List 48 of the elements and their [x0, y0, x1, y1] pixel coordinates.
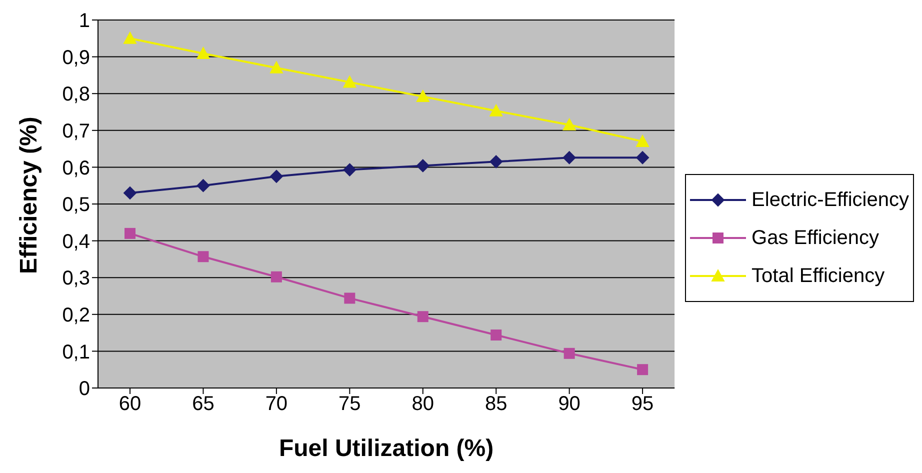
point — [124, 32, 136, 44]
legend-label: Gas Efficiency — [752, 226, 880, 250]
point — [636, 134, 650, 147]
point — [270, 170, 283, 183]
x-tick-label: 60 — [118, 393, 142, 416]
point — [270, 271, 282, 282]
legend-label: Electric-Efficiency — [752, 188, 909, 212]
point — [637, 364, 648, 376]
point — [124, 186, 136, 200]
point — [344, 292, 356, 304]
x-tick-label: 75 — [338, 393, 361, 416]
y-tick-label: 0,7 — [62, 120, 90, 142]
point — [490, 330, 502, 341]
y-tick-label: 0,5 — [62, 194, 90, 216]
point — [343, 163, 356, 176]
point — [198, 251, 209, 262]
point — [196, 179, 210, 192]
point — [270, 61, 283, 74]
point — [416, 90, 430, 102]
x-tick-label: 65 — [192, 393, 214, 416]
x-tick-label: 80 — [412, 393, 434, 416]
x-axis-title: Fuel Utilization (%) — [278, 435, 494, 462]
y-tick-label: 0,9 — [62, 46, 90, 69]
point — [636, 151, 650, 164]
point — [124, 228, 136, 239]
point — [490, 104, 503, 116]
y-tick-label: 0,1 — [62, 341, 90, 364]
point — [417, 311, 428, 322]
y-axis-title: Efficiency (%) — [16, 116, 43, 274]
x-tick-label: 90 — [558, 393, 580, 416]
point — [490, 155, 503, 168]
x-tick-label: 70 — [265, 393, 288, 416]
point — [564, 348, 575, 359]
x-tick-label: 95 — [631, 393, 654, 416]
legend-label: Total Efficiency — [752, 264, 885, 288]
point — [562, 151, 576, 164]
x-tick-label: 85 — [484, 393, 508, 416]
y-tick-label: 0,4 — [62, 230, 90, 253]
point — [562, 118, 576, 130]
y-tick-label: 0,8 — [62, 84, 90, 106]
point — [416, 159, 430, 172]
y-tick-label: 0,6 — [62, 157, 90, 180]
y-tick-label: 0,2 — [62, 304, 90, 326]
y-tick-label: 0,3 — [62, 268, 90, 290]
point — [196, 46, 210, 59]
point — [343, 76, 356, 88]
y-tick-label: 0 — [78, 378, 90, 400]
y-tick-label: 1 — [78, 10, 90, 32]
